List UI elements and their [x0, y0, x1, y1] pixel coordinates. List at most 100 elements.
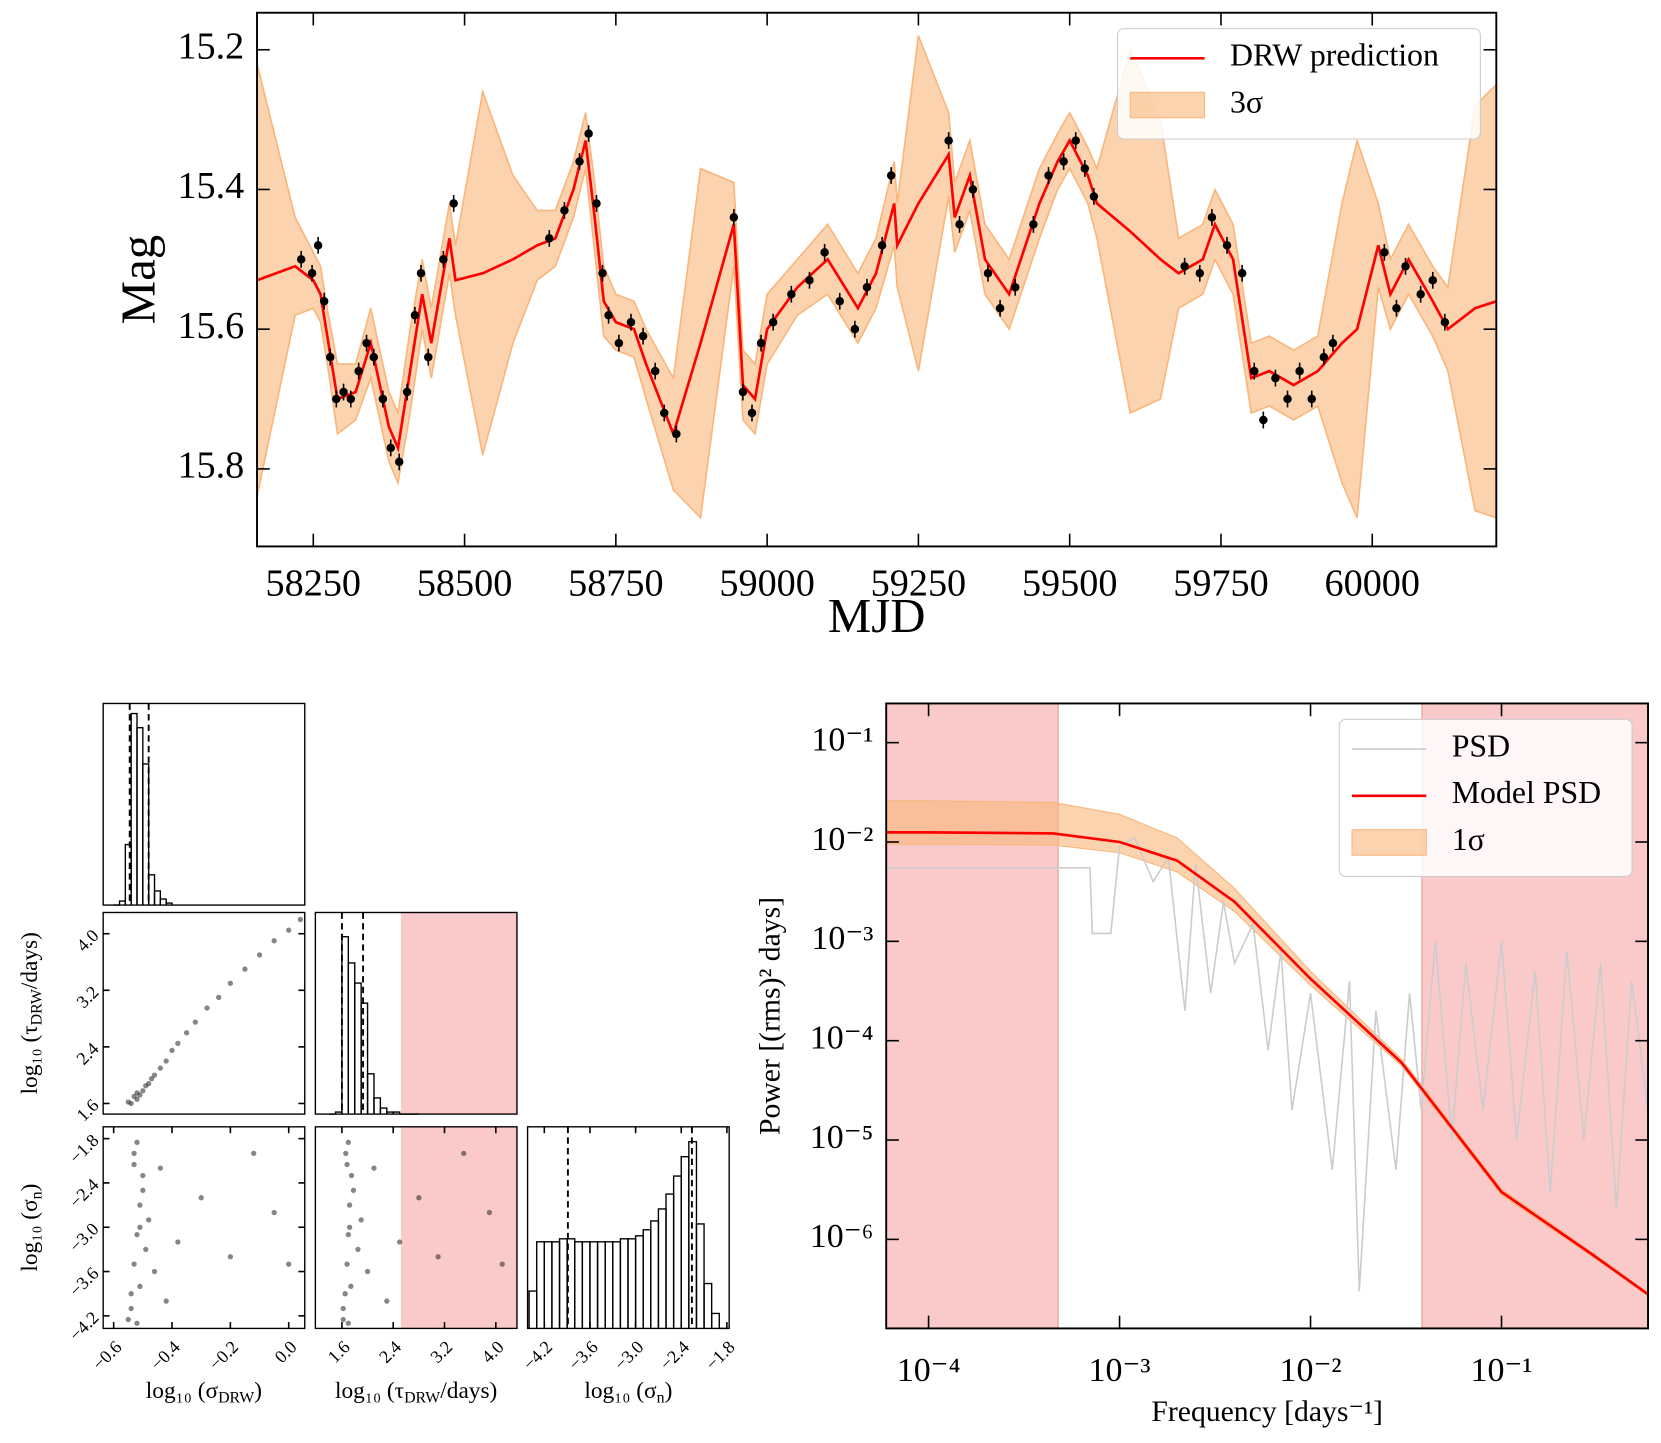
- prediction-line: [257, 137, 1497, 453]
- sample-point: [134, 1231, 140, 1238]
- axes-frame: [102, 911, 306, 1115]
- histogram-bin: [341, 935, 350, 1115]
- data-point: [449, 199, 458, 208]
- data-point: [362, 338, 371, 348]
- histogram-bin: [360, 1002, 369, 1115]
- data-point: [394, 457, 404, 467]
- histogram-bin: [566, 1238, 576, 1329]
- x-tick-label: 60000: [1325, 563, 1420, 605]
- sample-point: [345, 1320, 351, 1326]
- sample-point: [163, 1058, 169, 1064]
- y-tick-label: 10⁻²: [811, 821, 873, 858]
- histogram-bin: [136, 726, 144, 906]
- sample-point: [499, 1261, 505, 1267]
- sample-point: [131, 1161, 137, 1168]
- data-point: [626, 317, 636, 327]
- y-tick-label: 3.2: [72, 982, 102, 1012]
- data-point: [1080, 164, 1090, 173]
- y-tick-label: 10⁻⁶: [810, 1218, 874, 1255]
- data-point: [756, 338, 766, 348]
- sample-point: [435, 1254, 441, 1260]
- histogram-bin: [574, 1241, 584, 1329]
- data-point: [560, 206, 569, 215]
- data-point: [584, 129, 593, 138]
- sample-point: [242, 966, 248, 972]
- label-subscript: DRW: [404, 1389, 440, 1406]
- data-point: [1392, 303, 1401, 313]
- sample-point: [251, 1150, 257, 1157]
- histogram-bin: [379, 1107, 388, 1115]
- x-tick-label: 3.2: [426, 1337, 456, 1367]
- data-point: [1222, 241, 1232, 250]
- ylabel-label: log₁₀ (τDRW/days): [17, 932, 45, 1094]
- data-point: [386, 443, 395, 453]
- sample-point: [355, 1246, 361, 1253]
- data-point: [787, 290, 796, 299]
- histogram-bin: [604, 1241, 614, 1329]
- histogram-bin: [710, 1312, 720, 1329]
- x-tick-label: −1.8: [702, 1337, 739, 1374]
- histogram-bin: [665, 1193, 675, 1329]
- x-tick-label: −3.0: [610, 1337, 647, 1374]
- data-point: [575, 157, 584, 166]
- y-tick-label: 10⁻³: [811, 920, 873, 957]
- sample-point: [340, 1316, 346, 1323]
- data-point: [346, 394, 356, 404]
- label-text: log₁₀ (σ: [584, 1378, 657, 1404]
- data-point: [439, 255, 448, 264]
- sample-point: [157, 1165, 163, 1171]
- x-tick-label: 4.0: [478, 1337, 508, 1367]
- sample-point: [286, 1261, 292, 1267]
- label-text: /days): [440, 1378, 497, 1404]
- data-point: [1295, 366, 1304, 376]
- axes-frame: [885, 702, 1649, 1330]
- data-point: [604, 310, 613, 320]
- x-tick-label: −2.4: [656, 1337, 693, 1374]
- label-text: /days): [17, 932, 43, 989]
- sample-point: [256, 952, 263, 958]
- sample-point: [340, 1305, 346, 1312]
- excluded-region: [400, 912, 517, 1115]
- legend-label: Model PSD: [1452, 775, 1601, 810]
- data-point: [325, 352, 335, 362]
- data-point: [1207, 213, 1217, 222]
- data-point: [313, 241, 323, 250]
- sample-point: [346, 1224, 353, 1230]
- data-point: [1195, 269, 1205, 278]
- sample-point: [146, 1081, 152, 1087]
- data-point: [319, 296, 329, 306]
- axes-frame: [102, 702, 306, 906]
- histogram-bin: [650, 1220, 660, 1329]
- label-text: log₁₀ (τ: [17, 1025, 43, 1094]
- data-point: [968, 185, 978, 194]
- y-tick-label: 15.6: [177, 305, 244, 347]
- sample-point: [342, 1291, 348, 1297]
- x-tick-label: 10⁻³: [1089, 1352, 1151, 1389]
- sample-point: [143, 1246, 149, 1253]
- psd-line: [886, 836, 1649, 1292]
- data-point: [738, 387, 748, 397]
- y-axis-label: Mag: [112, 235, 166, 324]
- data-point: [1010, 283, 1020, 292]
- x-tick-label: 1.6: [324, 1337, 354, 1367]
- histogram-bin: [581, 1241, 591, 1329]
- data-point: [1416, 290, 1425, 299]
- y-tick-label: −4.2: [65, 1307, 102, 1344]
- sample-point: [271, 1209, 277, 1216]
- sample-point: [137, 1283, 143, 1289]
- data-point: [955, 220, 964, 229]
- data-point: [1250, 366, 1259, 376]
- sample-point: [131, 1150, 137, 1157]
- x-tick-label: 10⁻⁴: [897, 1352, 961, 1389]
- y-tick-label: 15.4: [177, 165, 244, 207]
- x-tick-label: 59250: [871, 563, 966, 605]
- data-point: [729, 213, 739, 222]
- data-point: [1271, 373, 1280, 383]
- x-tick-label: −3.6: [565, 1337, 602, 1374]
- sample-point: [192, 1019, 199, 1025]
- sample-point: [345, 1231, 351, 1238]
- x-tick-label: 58750: [568, 563, 663, 605]
- x-tick-label: −0.2: [205, 1337, 242, 1374]
- sample-point: [371, 1165, 377, 1171]
- x-tick-label: −4.2: [519, 1337, 556, 1374]
